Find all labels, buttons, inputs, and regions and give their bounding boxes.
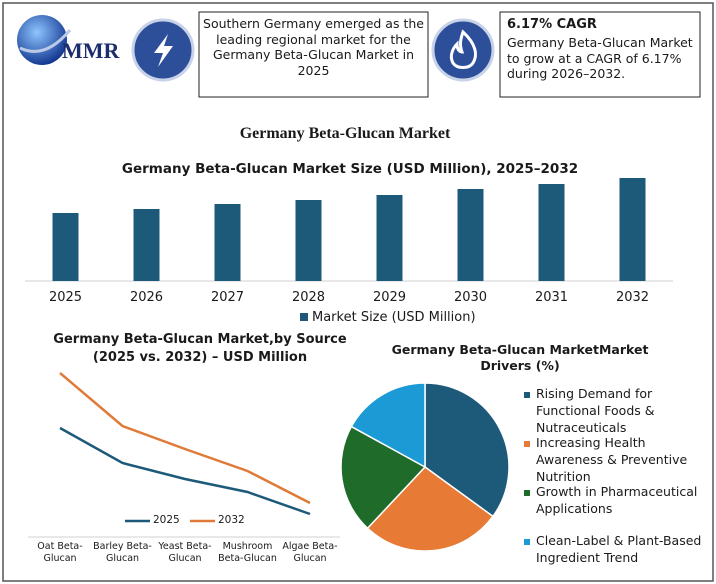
logo-text: MMR <box>62 38 120 63</box>
main-title: Germany Beta-Glucan Market <box>239 125 451 142</box>
legend-swatch <box>300 313 308 321</box>
info-text: Southern Germany emerged as the leading … <box>203 16 424 78</box>
bar <box>214 204 241 281</box>
bar <box>295 200 322 281</box>
x-tick-label: 2028 <box>291 290 326 305</box>
x-tick-label: 2025 <box>48 290 83 305</box>
info-title: 6.17% CAGR <box>507 17 597 32</box>
info-text: Germany Beta-Glucan Market to grow at a … <box>507 35 693 82</box>
x-tick-label: 2030 <box>453 290 488 305</box>
bar <box>619 178 646 281</box>
chart-title: Germany Beta-Glucan Market Size (USD Mil… <box>121 161 579 177</box>
legend-label: Increasing Health Awareness & Preventive… <box>536 435 688 484</box>
line-series <box>59 372 311 505</box>
info-box <box>499 11 701 98</box>
legend-swatch <box>524 392 530 398</box>
chart-title: (2025 vs. 2032) – USD Million <box>92 350 308 365</box>
bar <box>376 195 403 281</box>
x-tick-label: 2027 <box>210 290 245 305</box>
x-tick-label: Algae Beta-Glucan <box>282 541 338 564</box>
logo-swoosh <box>19 29 72 53</box>
line-series <box>59 426 311 516</box>
info-box <box>198 11 429 98</box>
pie-slice <box>366 466 495 552</box>
icon-circle <box>431 18 495 82</box>
bar <box>133 209 160 281</box>
legend-label: 2032 <box>218 514 245 526</box>
icon-bolt <box>154 34 173 67</box>
legend-swatch <box>524 441 530 447</box>
legend-label: Clean-Label & Plant-Based Ingredient Tre… <box>536 533 702 565</box>
legend-label: Growth in Pharmaceutical Applications <box>536 484 698 516</box>
bar <box>457 189 484 281</box>
x-tick-label: Oat Beta-Glucan <box>37 541 83 564</box>
x-tick-label: 2032 <box>615 290 650 305</box>
x-tick-label: Yeast Beta-Glucan <box>158 541 212 564</box>
pie-slice <box>424 382 510 518</box>
legend-swatch <box>524 490 530 496</box>
legend-label: Rising Demand for Functional Foods & Nut… <box>536 386 655 435</box>
x-tick-label: Mushroom Beta-Glucan <box>218 541 277 564</box>
icon-flame <box>449 29 477 69</box>
x-tick-label: 2026 <box>129 290 164 305</box>
legend-label: 2025 <box>153 514 180 526</box>
pie-slice <box>340 425 427 530</box>
x-tick-label: 2031 <box>534 290 569 305</box>
x-tick-label: 2029 <box>372 290 407 305</box>
bar <box>52 213 79 281</box>
x-tick-label: Barley Beta-Glucan <box>93 541 152 564</box>
chart-title: Germany Beta-Glucan Market,by Source <box>53 332 347 347</box>
legend-label: Market Size (USD Million) <box>312 310 476 325</box>
chart-title: Germany Beta-Glucan MarketMarket Drivers… <box>391 342 649 373</box>
bar <box>538 184 565 281</box>
pie-slice <box>350 382 426 469</box>
legend-swatch <box>524 539 530 545</box>
